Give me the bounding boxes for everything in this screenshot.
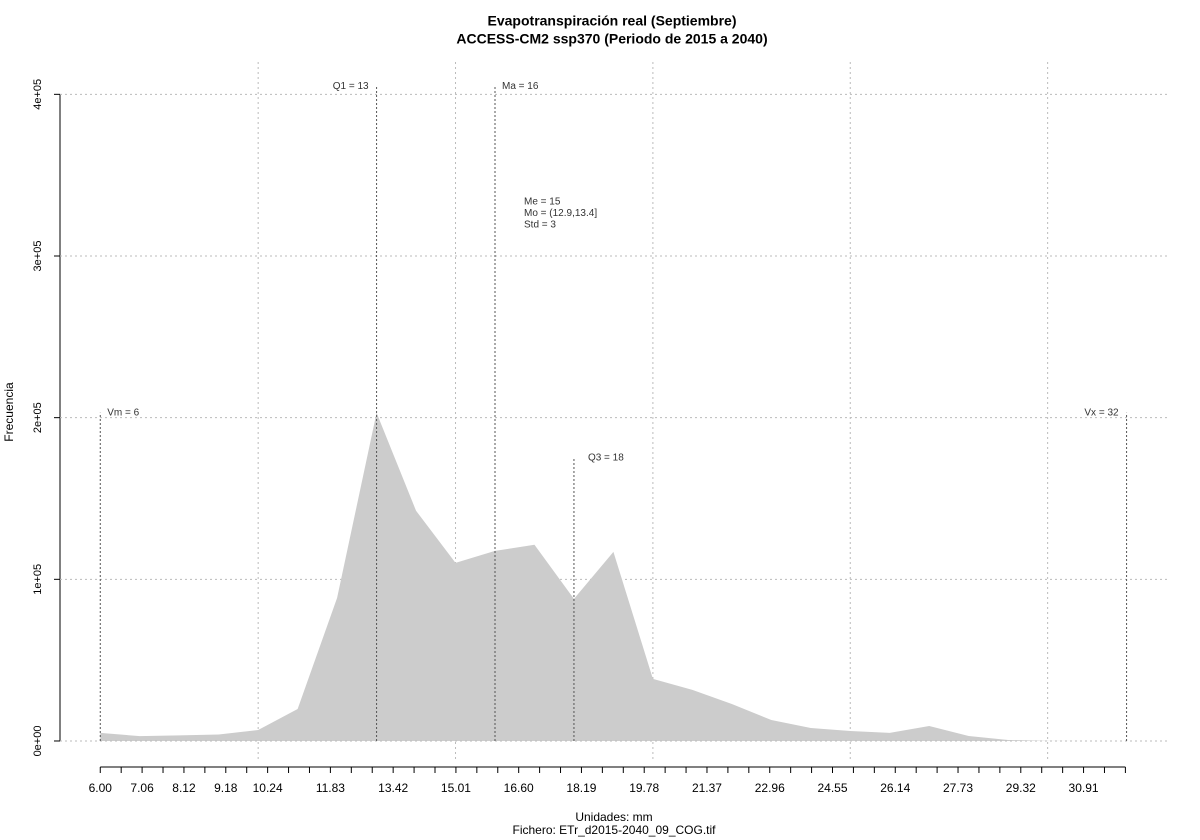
y-axis-label: Frecuencia	[2, 382, 16, 442]
stat-label: Ma = 16	[502, 81, 539, 92]
chart-title: Evapotranspiración real (Septiembre)	[488, 13, 737, 29]
x-tick-label: 16.60	[504, 781, 534, 795]
y-tick-label: 1e+05	[32, 564, 44, 595]
y-tick-label: 4e+05	[32, 79, 44, 110]
x-tick-label: 18.19	[566, 781, 596, 795]
y-tick-label: 0e+00	[32, 726, 44, 757]
x-tick-label: 22.96	[755, 781, 785, 795]
x-tick-label: 10.24	[253, 781, 283, 795]
stat-label: Vx = 32	[1084, 407, 1119, 418]
x-tick-label: 29.32	[1006, 781, 1036, 795]
annotation: Std = 3	[524, 220, 556, 231]
x-tick-label: 7.06	[130, 781, 154, 795]
x-tick-label: 15.01	[441, 781, 471, 795]
x-tick-label: 8.12	[172, 781, 196, 795]
x-tick-label: 27.73	[943, 781, 973, 795]
x-axis-label: Unidades: mm	[575, 810, 652, 824]
stat-label: Vm = 6	[107, 407, 139, 418]
stat-label: Q3 = 18	[588, 453, 624, 464]
x-tick-label: 30.91	[1069, 781, 1099, 795]
stat-label: Q1 = 13	[333, 81, 369, 92]
annotation: Me = 15	[524, 197, 561, 208]
area	[100, 412, 1127, 741]
annotation: Mo = (12.9,13.4]	[524, 208, 597, 219]
x-tick-label: 24.55	[817, 781, 847, 795]
x-tick-label: 6.00	[89, 781, 113, 795]
chart-subtitle: ACCESS-CM2 ssp370 (Periodo de 2015 a 204…	[456, 31, 767, 47]
y-tick-label: 2e+05	[32, 402, 44, 433]
x-tick-label: 26.14	[880, 781, 910, 795]
x-tick-label: 21.37	[692, 781, 722, 795]
x-tick-label: 9.18	[214, 781, 238, 795]
x-tick-label: 19.78	[629, 781, 659, 795]
y-tick-label: 3e+05	[32, 241, 44, 272]
file-label: Fichero: ETr_d2015-2040_09_COG.tif	[513, 823, 717, 837]
x-tick-label: 11.83	[316, 781, 345, 795]
x-tick-label: 13.42	[378, 781, 408, 795]
